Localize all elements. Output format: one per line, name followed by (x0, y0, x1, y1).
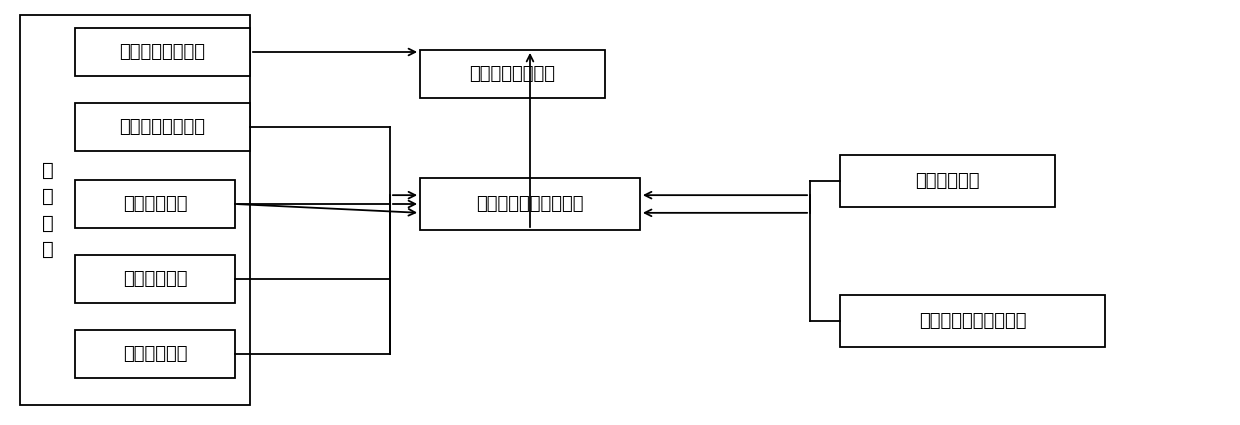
Bar (420, 50, 605, 98)
Text: 功率设定模块: 功率设定模块 (123, 195, 187, 213)
Bar (74, 180, 236, 228)
Bar (20, 15, 250, 405)
Text: 交流联络线路检测单元: 交流联络线路检测单元 (919, 312, 1027, 330)
Text: 直流站控系统切换单元: 直流站控系统切换单元 (476, 195, 584, 213)
Text: 闭锁延时设定模块: 闭锁延时设定模块 (119, 43, 206, 61)
Text: 退出设定模块: 退出设定模块 (123, 345, 187, 363)
Text: 投入设定模块: 投入设定模块 (123, 270, 187, 288)
Text: 功率检测单元: 功率检测单元 (915, 172, 980, 190)
Bar (74, 28, 250, 76)
Bar (74, 255, 236, 303)
Bar (839, 295, 1105, 347)
Bar (74, 330, 236, 378)
Text: 切换延时设定模块: 切换延时设定模块 (119, 118, 206, 136)
Text: 设
定
单
元: 设 定 单 元 (42, 161, 53, 259)
Text: 直流双极闭锁单元: 直流双极闭锁单元 (470, 65, 556, 83)
Bar (839, 155, 1055, 207)
Bar (74, 103, 250, 151)
Bar (420, 178, 640, 230)
